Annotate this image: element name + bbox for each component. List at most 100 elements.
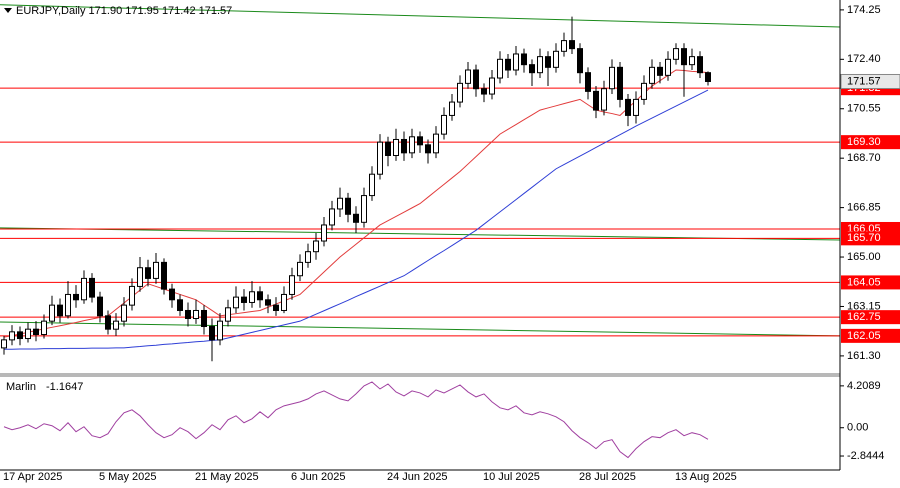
- candle-body: [481, 88, 487, 95]
- candle-body: [17, 331, 23, 340]
- level-label: 165.70: [847, 232, 881, 244]
- candle-body: [33, 328, 39, 336]
- level-label-box: [841, 135, 900, 150]
- indicator-title: Marlin: [6, 381, 36, 393]
- candle-body: [97, 296, 103, 317]
- level-label: 162.05: [847, 330, 881, 342]
- candle-body: [49, 304, 55, 322]
- candle-body: [585, 72, 591, 92]
- candle-body: [457, 82, 463, 103]
- candle-body: [145, 267, 151, 279]
- x-tick-label: 5 May 2025: [99, 471, 156, 483]
- candle-body: [593, 90, 599, 111]
- candle-body: [369, 173, 375, 197]
- candle-body: [665, 58, 671, 76]
- plot-layer: [0, 4, 841, 459]
- candle-body: [209, 326, 215, 341]
- candle-body: [273, 304, 279, 311]
- candle-body: [513, 53, 519, 71]
- candle-body: [609, 66, 615, 90]
- candle-body: [673, 48, 679, 60]
- candle-body: [473, 69, 479, 90]
- candle-body: [529, 64, 535, 74]
- candle-body: [89, 277, 95, 298]
- candle-body: [265, 299, 271, 306]
- level-label-box: [841, 328, 900, 343]
- current-price-box: [840, 73, 900, 89]
- candle-body: [561, 40, 567, 52]
- candle-body: [321, 224, 327, 242]
- candle-body: [281, 293, 287, 311]
- candle-body: [105, 315, 111, 330]
- y-tick-label: 165.00: [847, 251, 881, 263]
- x-tick-label: 28 Jul 2025: [579, 471, 636, 483]
- candle-body: [225, 307, 231, 322]
- candle-body: [337, 197, 343, 210]
- indicator-tick-label: 4.2089: [847, 380, 881, 392]
- candle-body: [73, 293, 79, 301]
- candle-body: [505, 58, 511, 71]
- y-tick-label: 170.55: [847, 103, 881, 115]
- indicator-value: -1.1647: [46, 381, 83, 393]
- level-label: 162.75: [847, 311, 881, 323]
- candle-body: [305, 251, 311, 263]
- candle-body: [1, 339, 7, 349]
- candle-body: [569, 40, 575, 50]
- candle-body: [153, 261, 159, 279]
- x-tick-label: 10 Jul 2025: [483, 471, 540, 483]
- candle-body: [233, 296, 239, 309]
- candle-body: [377, 141, 383, 175]
- candle-body: [257, 291, 263, 301]
- current-price-label: 171.57: [847, 75, 881, 87]
- level-label: 169.30: [847, 136, 881, 148]
- candle-body: [601, 88, 607, 111]
- y-tick-label: 172.40: [847, 53, 881, 65]
- indicator-tick-label: 0.00: [847, 422, 868, 434]
- x-tick-label: 17 Apr 2025: [3, 471, 62, 483]
- candle-body: [441, 114, 447, 135]
- candle-body: [401, 138, 407, 154]
- candle-body: [489, 77, 495, 95]
- moving-average: [4, 89, 709, 350]
- candle-body: [113, 320, 119, 330]
- candle-body: [345, 197, 351, 215]
- candle-body: [241, 296, 247, 303]
- candle-body: [329, 208, 335, 226]
- candle-body: [625, 98, 631, 116]
- candle-body: [553, 50, 559, 68]
- candle-body: [297, 261, 303, 277]
- candle-body: [57, 304, 63, 317]
- candle-body: [9, 331, 15, 341]
- candle-body: [217, 320, 223, 341]
- panel-separator: [0, 373, 840, 377]
- candle-body: [385, 141, 391, 157]
- candle-body: [289, 275, 295, 295]
- candle-body: [313, 240, 319, 253]
- y-tick-label: 166.85: [847, 202, 881, 214]
- candle-body: [545, 56, 551, 68]
- candle-body: [161, 261, 167, 290]
- candle-body: [521, 53, 527, 66]
- candle-body: [249, 291, 255, 303]
- trend-line: [0, 4, 841, 28]
- candle-body: [681, 48, 687, 66]
- chart-title: EURJPY,Daily 171.90 171.95 171.42 171.57: [16, 5, 232, 17]
- candle-body: [25, 328, 31, 340]
- level-label-box: [841, 310, 900, 325]
- candle-body: [129, 285, 135, 306]
- y-tick-label: 168.70: [847, 152, 881, 164]
- candle-body: [65, 293, 71, 317]
- candle-body: [393, 138, 399, 157]
- candle-body: [361, 195, 367, 223]
- candle-body: [201, 309, 207, 328]
- menu-arrow: [4, 8, 12, 13]
- candle-body: [193, 309, 199, 319]
- candle-body: [697, 56, 703, 74]
- candle-body: [649, 66, 655, 84]
- candle-body: [633, 98, 639, 116]
- candle-body: [657, 66, 663, 76]
- candle-body: [449, 101, 455, 116]
- candle-body: [409, 136, 415, 154]
